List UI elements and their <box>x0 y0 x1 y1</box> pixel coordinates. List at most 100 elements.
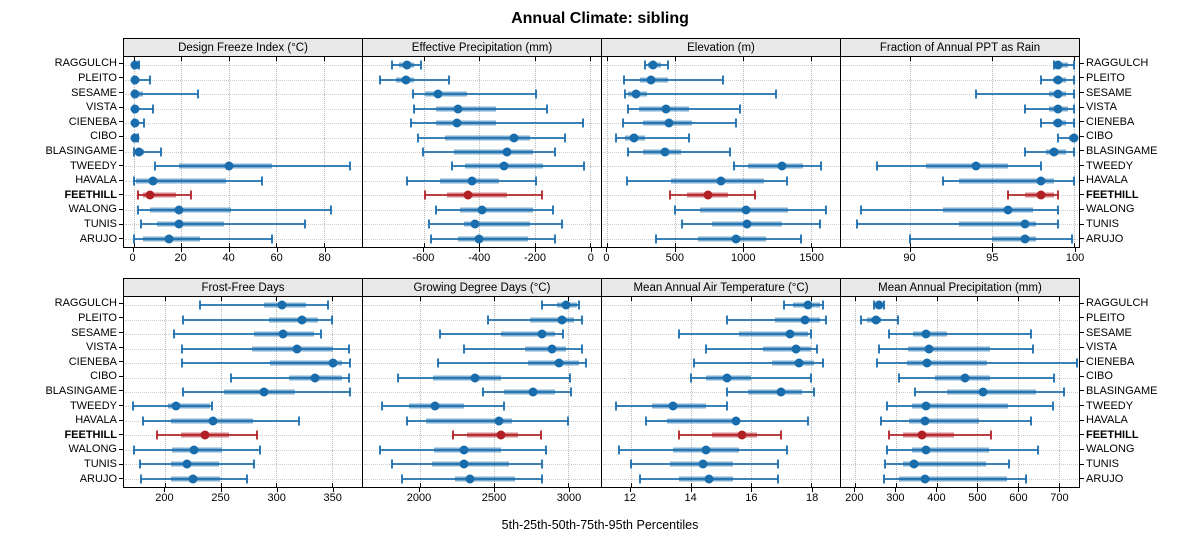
whisker-cap-95th <box>143 118 146 128</box>
y-axis-tick <box>1080 77 1084 79</box>
whisker-cap-5th <box>974 89 977 99</box>
median-dot <box>130 75 140 85</box>
median-dot <box>547 344 557 354</box>
axis-tick-inner-bottom <box>165 483 167 487</box>
median-dot <box>130 60 140 70</box>
row-gridline <box>842 319 1078 321</box>
site-label: VISTA <box>1086 341 1117 354</box>
y-axis-tick <box>1080 463 1084 465</box>
site-label: CIBO <box>1086 370 1113 383</box>
whisker-cap-95th <box>326 300 329 310</box>
x-axis-tick <box>535 248 537 252</box>
axis-tick-inner-bottom <box>1074 243 1076 247</box>
panel-strip-title: Design Freeze Index (°C) <box>178 41 308 54</box>
whisker-cap-5th <box>624 89 627 99</box>
site-label: VISTA <box>86 101 117 114</box>
median-dot <box>502 147 512 157</box>
whisker-cap-95th <box>726 401 729 411</box>
panel-plot <box>840 297 1080 488</box>
panel-plot <box>601 57 841 248</box>
whisker-cap-95th <box>562 329 565 339</box>
percentile-whisker-5-95 <box>705 347 818 350</box>
site-label-row: PLEITO <box>1080 71 1200 86</box>
percentile-box-25-75 <box>926 163 1009 169</box>
median-dot <box>297 315 307 325</box>
row-gridline <box>603 319 839 321</box>
percentile-box-25-75 <box>666 418 740 424</box>
site-label-row: TWEEDY <box>1080 158 1200 173</box>
percentile-box-25-75 <box>903 432 954 438</box>
panel-plot <box>362 297 602 488</box>
axis-tick-inner-top <box>810 57 812 61</box>
axis-tick-inner-bottom <box>1017 483 1019 487</box>
whisker-cap-95th <box>822 300 825 310</box>
whisker-cap-95th <box>189 190 192 200</box>
site-label-row: HAVALA <box>1080 173 1200 188</box>
median-dot <box>1020 234 1030 244</box>
y-axis-tick <box>119 150 123 152</box>
x-axis-tick <box>569 488 570 492</box>
site-label: TWEEDY <box>69 159 117 172</box>
whisker-cap-95th <box>1029 329 1032 339</box>
whisker-cap-95th <box>503 401 506 411</box>
median-dot <box>453 104 463 114</box>
x-axis-tick <box>909 248 911 252</box>
whisker-cap-5th <box>133 445 135 455</box>
x-axis-tick <box>690 488 692 492</box>
whisker-cap-95th <box>349 161 352 171</box>
y-axis-tick <box>119 62 123 64</box>
whisker-cap-95th <box>1056 190 1059 200</box>
percentile-box-25-75 <box>947 389 1037 395</box>
percentile-box-25-75 <box>168 403 210 409</box>
site-label: PLEITO <box>1086 311 1125 324</box>
x-axis-tick <box>1018 488 1020 492</box>
whisker-cap-5th <box>622 75 625 85</box>
site-label: VISTA <box>86 341 117 354</box>
x-axis-tick <box>1075 248 1077 252</box>
percentile-box-25-75 <box>447 192 507 198</box>
site-label: TWEEDY <box>1086 159 1134 172</box>
site-label-row: FEETHILL <box>1080 187 1200 202</box>
site-label-row: CIENEBA <box>0 354 123 369</box>
median-dot <box>917 430 927 440</box>
x-axis-tick-label: 2000 <box>406 492 432 504</box>
strip-spacer <box>1080 278 1200 296</box>
median-dot <box>1053 118 1063 128</box>
site-label: FEETHILL <box>1086 188 1139 201</box>
whisker-cap-5th <box>487 315 490 325</box>
whisker-cap-5th <box>411 89 414 99</box>
median-dot <box>470 373 480 383</box>
percentile-box-25-75 <box>444 135 531 141</box>
site-label-row: PLEITO <box>1080 311 1200 326</box>
whisker-cap-95th <box>810 329 813 339</box>
x-axis-tick-label: 18 <box>806 492 819 504</box>
whisker-cap-5th <box>859 205 862 215</box>
median-dot <box>509 133 519 143</box>
panel-mean-annual-precipitation-mm: Mean Annual Precipitation (mm) 200 300 400 5… <box>840 278 1080 506</box>
whisker-cap-5th <box>429 234 432 244</box>
median-dot <box>921 329 931 339</box>
median-dot <box>537 329 547 339</box>
percentile-whisker-5-95 <box>615 136 689 139</box>
y-axis-tick <box>119 238 123 240</box>
whisker-cap-95th <box>151 104 154 114</box>
median-dot <box>1053 60 1063 70</box>
axis-tick-inner-top <box>909 57 911 61</box>
row-gridline <box>125 79 361 81</box>
axis-tick-inner-top <box>1074 57 1076 61</box>
x-axis-tick-label: -200 <box>524 252 547 264</box>
axis-tick-inner-top <box>331 297 333 301</box>
site-label-row: SESAME <box>1080 85 1200 100</box>
site-label: VISTA <box>1086 101 1117 114</box>
panel-plot <box>362 57 602 248</box>
y-axis-tick <box>1080 121 1084 123</box>
site-label-row: RAGGULCH <box>0 56 123 71</box>
y-axis-tick <box>119 375 123 377</box>
median-dot <box>660 147 670 157</box>
whisker-cap-5th <box>783 300 786 310</box>
x-axis-tick <box>494 488 495 492</box>
percentile-box-25-75 <box>942 207 1034 213</box>
median-dot <box>698 459 708 469</box>
median-dot <box>960 373 970 383</box>
row-gridline <box>603 392 839 393</box>
